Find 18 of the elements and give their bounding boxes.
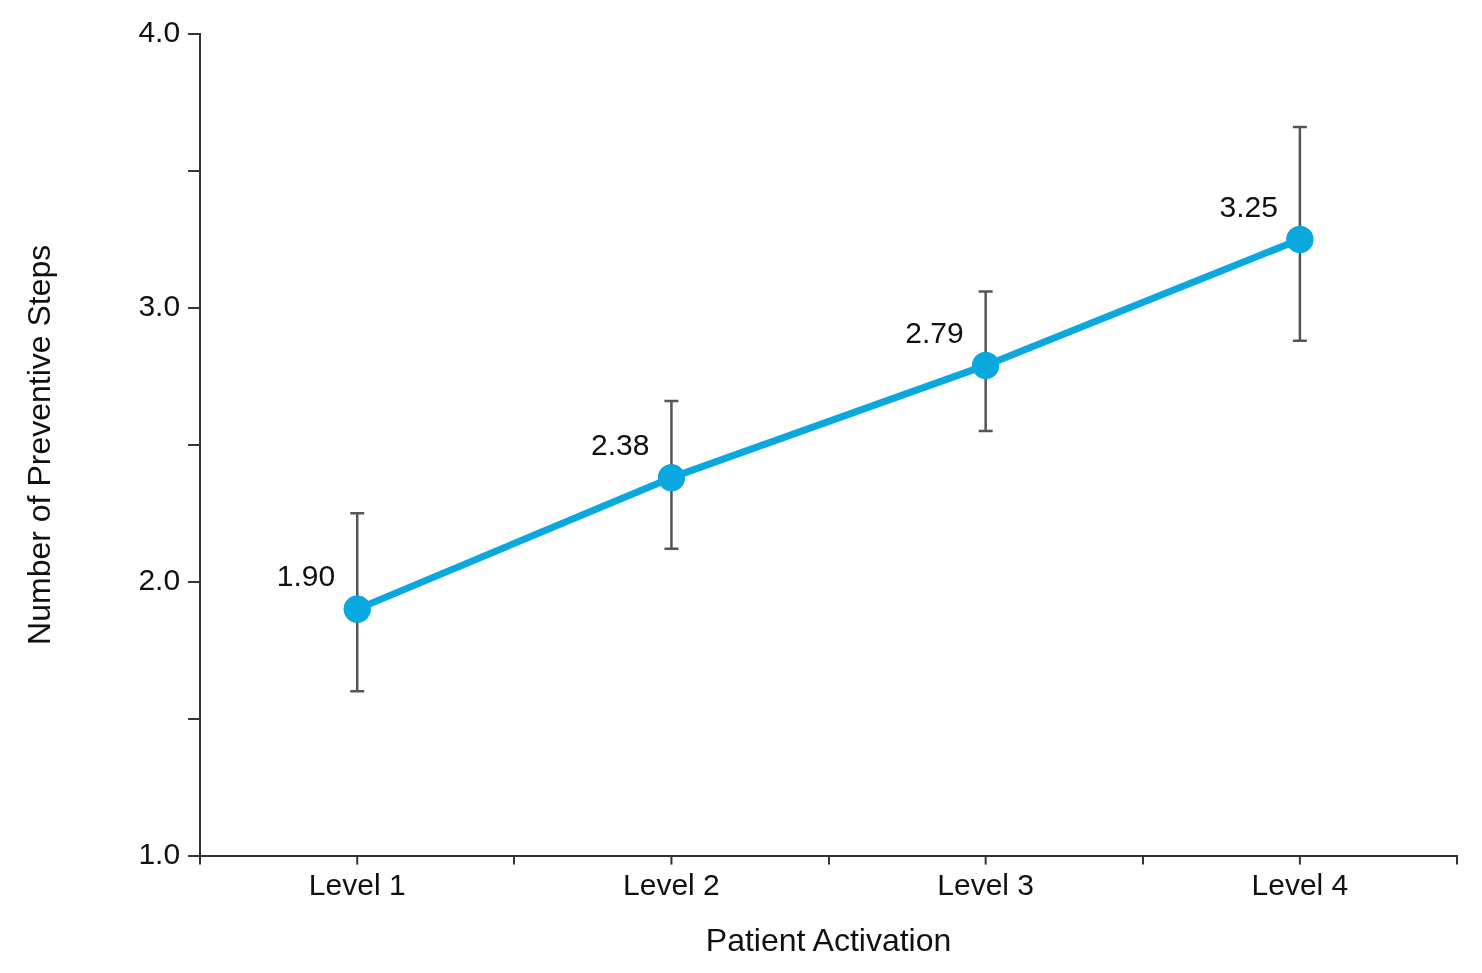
y-tick-label: 3.0 [138,289,181,323]
point [1286,225,1314,253]
data-label: 2.38 [591,427,650,461]
point [343,595,371,623]
y-tick-label: 1.0 [138,836,181,870]
point [657,464,685,492]
y-axis-title: Number of Preventive Steps [21,244,58,645]
x-tick-label: Level 1 [308,867,406,901]
data-label: 2.79 [905,315,964,349]
x-tick-label: Level 4 [1251,867,1349,901]
y-tick-label: 4.0 [138,15,181,49]
x-tick-label: Level 3 [937,867,1035,901]
data-label: 3.25 [1219,189,1278,223]
x-tick-label: Level 2 [623,867,720,901]
point [972,351,1000,379]
y-tick-label: 2.0 [138,563,181,596]
data-label: 1.90 [276,559,336,593]
x-axis-title: Patient Activation [705,921,952,958]
